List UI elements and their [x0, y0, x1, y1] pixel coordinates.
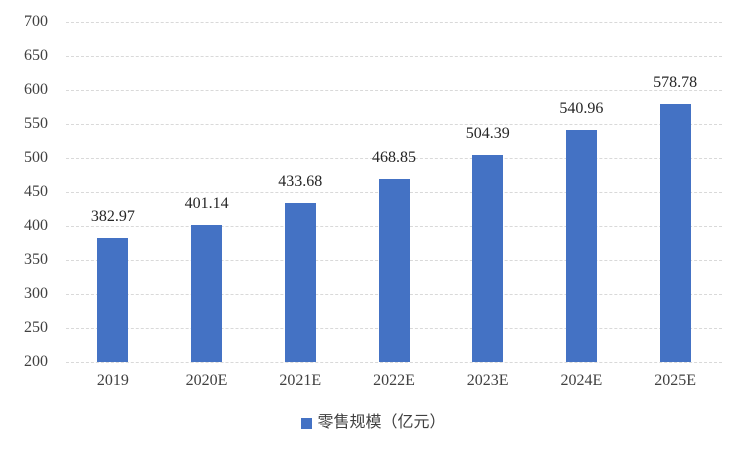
gridline: [66, 158, 722, 159]
x-axis-tick-label: 2019: [96, 372, 129, 389]
gridline: [66, 90, 722, 91]
y-axis-tick-label: 200: [24, 353, 48, 370]
bar-2021E: [284, 203, 316, 362]
bar-2019: [97, 237, 129, 362]
data-label: 578.78: [653, 74, 698, 92]
bar-2022E: [378, 179, 410, 362]
y-axis-tick-label: 300: [24, 285, 48, 302]
y-axis-tick-label: 650: [24, 47, 48, 64]
y-axis-tick-label: 500: [24, 149, 48, 166]
y-axis-tick-label: 350: [24, 251, 48, 268]
gridline: [66, 362, 722, 363]
data-label: 504.39: [465, 125, 510, 142]
bar-2020E: [191, 225, 223, 362]
gridline: [66, 56, 722, 57]
gridline: [66, 22, 722, 23]
data-label: 540.96: [559, 100, 604, 118]
x-axis-tick-label: 2025E: [654, 372, 697, 389]
bar-2025E: [659, 104, 691, 362]
y-axis-tick-label: 550: [24, 115, 48, 132]
data-label: 401.14: [184, 195, 229, 213]
data-label: 468.85: [372, 149, 416, 167]
data-label: 433.68: [278, 173, 323, 191]
legend-label: 零售规模（亿元）: [317, 414, 446, 431]
legend-marker-square: [301, 417, 313, 429]
x-axis-tick-label: 2023E: [466, 372, 509, 389]
bar-2023E: [472, 155, 504, 362]
legend: 零售规模（亿元）: [0, 413, 747, 433]
x-axis-tick-label: 2021E: [279, 372, 322, 389]
data-label: 382.97: [90, 207, 135, 225]
y-axis-tick-label: 450: [24, 183, 48, 200]
x-axis-tick-label: 2020E: [185, 372, 228, 389]
y-axis-tick-label: 700: [24, 13, 48, 30]
gridline: [66, 124, 722, 125]
y-axis-tick-label: 400: [24, 217, 48, 234]
bar-2024E: [565, 130, 597, 362]
x-axis-tick-label: 2024E: [560, 372, 603, 389]
y-axis-tick-label: 250: [24, 319, 48, 336]
y-axis-tick-label: 600: [24, 81, 48, 98]
x-axis-tick-label: 2022E: [373, 372, 415, 389]
